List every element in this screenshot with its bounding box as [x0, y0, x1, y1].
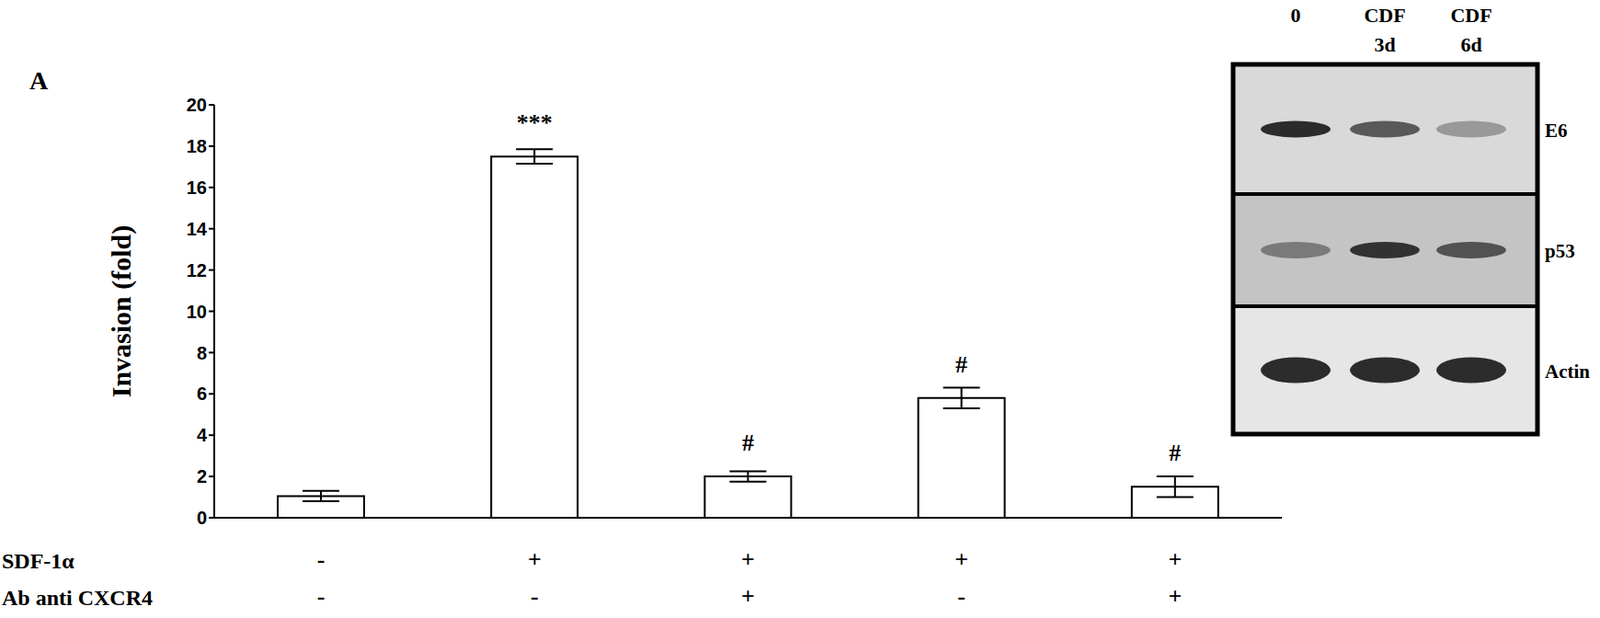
svg-text:14: 14	[186, 218, 208, 240]
svg-text:-: -	[957, 582, 966, 610]
svg-text:Actin: Actin	[1544, 360, 1590, 383]
svg-text:10: 10	[186, 301, 207, 322]
svg-text:+: +	[954, 546, 969, 573]
svg-text:2: 2	[196, 466, 207, 487]
svg-text:4: 4	[196, 424, 208, 446]
svg-text:6: 6	[196, 383, 207, 404]
svg-text:6d: 6d	[1460, 33, 1482, 57]
svg-text:20: 20	[186, 94, 207, 115]
svg-text:***: ***	[516, 109, 553, 137]
svg-text:-: -	[530, 582, 539, 610]
svg-text:E6: E6	[1544, 119, 1568, 142]
svg-text:A: A	[29, 66, 49, 95]
svg-text:+: +	[527, 546, 542, 573]
svg-text:18: 18	[186, 136, 207, 157]
svg-text:0: 0	[1291, 3, 1302, 27]
svg-text:+: +	[741, 582, 755, 610]
svg-text:-: -	[317, 546, 326, 573]
svg-text:p53: p53	[1544, 240, 1576, 263]
svg-text:SDF-1α: SDF-1α	[1, 548, 75, 573]
svg-text:Invasion (fold): Invasion (fold)	[105, 225, 138, 399]
svg-text:-: -	[317, 582, 326, 610]
svg-text:+: +	[1167, 582, 1182, 610]
svg-text:Ab anti CXCR4: Ab anti CXCR4	[1, 585, 153, 610]
svg-text:CDF: CDF	[1363, 3, 1406, 27]
svg-text:+: +	[1167, 546, 1182, 573]
svg-text:0: 0	[196, 507, 207, 528]
svg-text:8: 8	[196, 342, 207, 364]
svg-text:#: #	[742, 429, 755, 457]
svg-text:3d: 3d	[1373, 33, 1395, 57]
svg-text:#: #	[955, 351, 968, 378]
svg-text:12: 12	[186, 260, 207, 281]
svg-text:CDF: CDF	[1450, 3, 1492, 27]
svg-text:16: 16	[186, 177, 207, 198]
svg-text:+: +	[741, 546, 755, 573]
svg-text:#: #	[1168, 439, 1181, 467]
